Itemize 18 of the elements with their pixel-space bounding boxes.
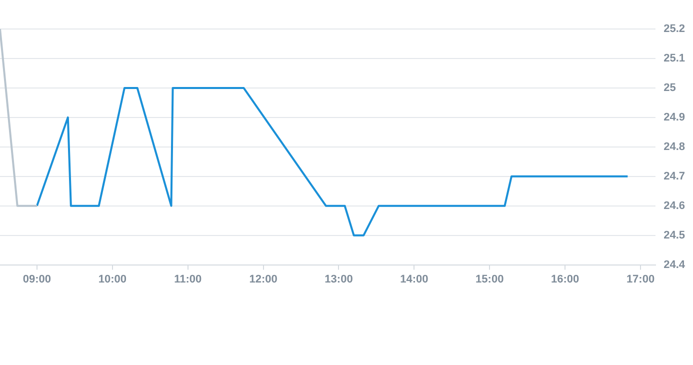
x-tick-label: 12:00	[249, 273, 278, 286]
x-tick-label: 10:00	[98, 273, 126, 286]
y-tick-label: 24.6	[664, 200, 686, 212]
x-tick-label: 13:00	[324, 273, 353, 286]
y-tick-label: 24.9	[664, 111, 686, 124]
y-tick-label: 24.4	[664, 258, 686, 271]
x-tick-label: 11:00	[174, 273, 202, 286]
y-tick-label: 25.2	[664, 23, 686, 36]
y-tick-label: 24.5	[664, 229, 686, 242]
x-tick-label: 09:00	[22, 273, 52, 286]
x-tick-label: 17:00	[626, 273, 655, 286]
y-tick-label: 24.7	[664, 170, 686, 182]
y-tick-label: 25	[664, 82, 676, 94]
y-tick-label: 24.8	[664, 140, 686, 153]
y-tick-label: 25.1	[664, 52, 686, 65]
x-tick-label: 16:00	[550, 273, 580, 286]
x-tick-label: 14:00	[400, 273, 428, 286]
x-tick-label: 15:00	[476, 273, 504, 286]
